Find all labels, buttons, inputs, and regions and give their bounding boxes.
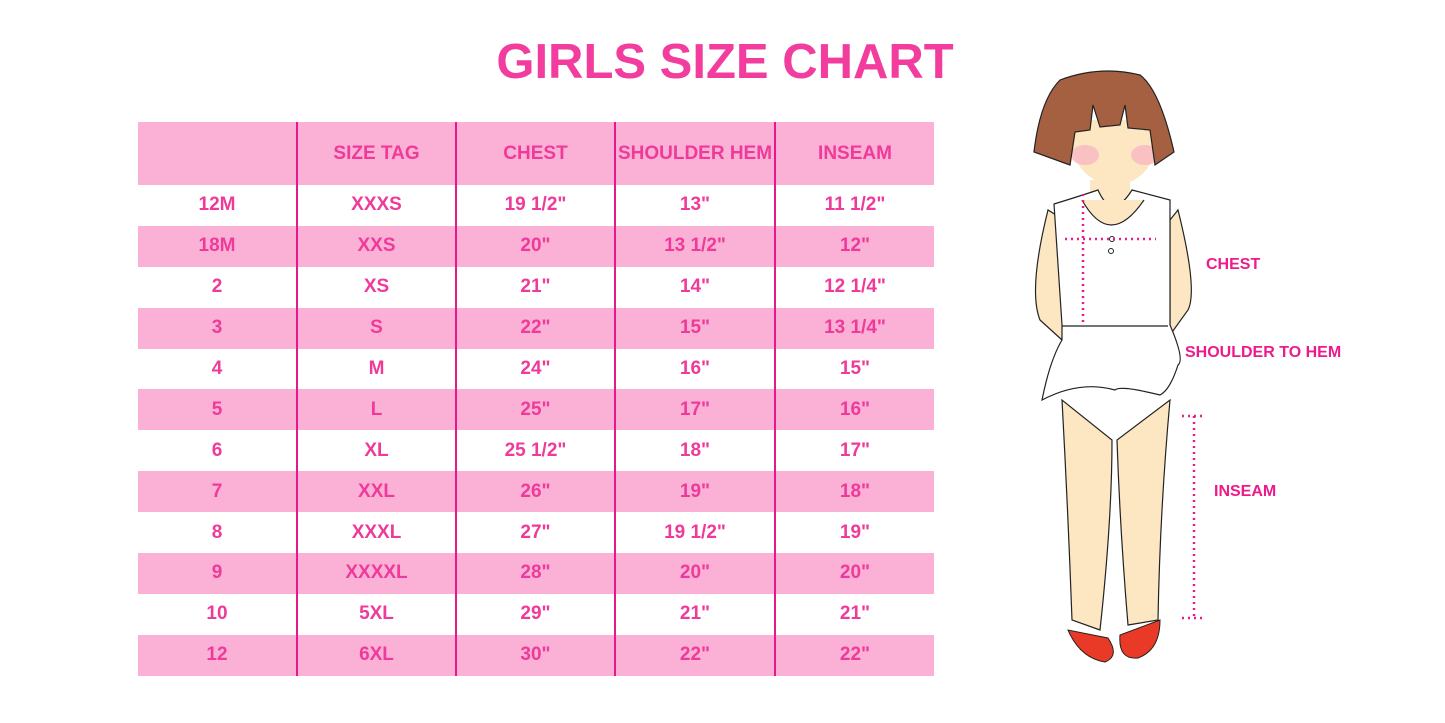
- table-cell: 13 1/2": [614, 225, 775, 267]
- table-cell: 9: [138, 553, 297, 594]
- table-cell: 20": [614, 553, 775, 594]
- table-row: 6 XL 25 1/2" 18" 17": [138, 430, 934, 472]
- table-cell: XXL: [296, 471, 456, 513]
- table-cell: 6: [211, 439, 223, 461]
- table-cell: 4: [211, 358, 223, 379]
- table-cell: 5: [138, 389, 297, 431]
- table-cell: 8: [211, 521, 223, 543]
- column-header: SIZE TAG: [296, 122, 456, 185]
- table-row: 7 XXL 26" 19" 18": [138, 471, 934, 513]
- table-cell: 13 1/4": [774, 307, 934, 349]
- table-cell: 16": [774, 389, 934, 431]
- table-cell: 7: [138, 471, 297, 513]
- table-cell: 29": [455, 593, 615, 635]
- table-cell: 22": [455, 307, 615, 349]
- table-cell: 28": [455, 553, 615, 594]
- table-header-row: SIZE TAG CHEST SHOULDER HEM INSEAM: [138, 122, 934, 185]
- table-cell: 24": [455, 348, 615, 390]
- table-cell: S: [296, 307, 456, 349]
- girl-measurement-illustration: [1033, 70, 1202, 663]
- table-cell: 19": [774, 512, 934, 554]
- table-cell: 5XL: [296, 593, 456, 635]
- table-cell: 21": [614, 593, 775, 635]
- table-cell: 20": [774, 553, 934, 594]
- table-cell: 12M: [198, 194, 236, 216]
- table-row: 5 L 25" 17" 16": [138, 389, 934, 431]
- table-cell: 19 1/2": [614, 512, 775, 554]
- table-cell: 18": [774, 471, 934, 513]
- table-cell: 26": [455, 471, 615, 513]
- table-cell: 12: [138, 634, 297, 676]
- table-row: 12 6XL 30" 22" 22": [138, 634, 934, 676]
- column-header: CHEST: [455, 122, 615, 185]
- chest-label: CHEST: [1206, 256, 1261, 273]
- table-cell: 17": [614, 389, 775, 431]
- table-cell: 10: [206, 603, 228, 625]
- table-row: 4 M 24" 16" 15": [138, 348, 934, 390]
- page-title: GIRLS SIZE CHART: [496, 35, 954, 89]
- table-row: 8 XXXL 27" 19 1/2" 19": [138, 512, 934, 554]
- table-cell: XXXS: [296, 185, 456, 226]
- table-cell: XXXL: [296, 512, 456, 554]
- table-cell: XL: [296, 430, 456, 472]
- table-cell: 18": [614, 430, 775, 472]
- table-cell: 16": [614, 348, 775, 390]
- table-cell: L: [296, 389, 456, 431]
- table-cell: 15": [774, 348, 934, 390]
- table-cell: 14": [614, 266, 775, 308]
- table-cell: 6XL: [296, 634, 456, 676]
- table-cell: 21": [774, 593, 934, 635]
- column-header: [138, 122, 297, 185]
- table-cell: 27": [455, 512, 615, 554]
- table-cell: 2: [211, 276, 223, 298]
- table-cell: XXS: [296, 225, 456, 267]
- table-cell: XXXXL: [296, 553, 456, 594]
- table-cell: 13": [614, 185, 775, 226]
- column-header: SHOULDER HEM: [614, 122, 775, 185]
- table-cell: 21": [455, 266, 615, 308]
- table-cell: XS: [296, 266, 456, 308]
- table-cell: 18M: [138, 225, 297, 267]
- table-cell: 12": [774, 225, 934, 267]
- shoulder-to-hem-label: SHOULDER TO HEM: [1185, 344, 1342, 361]
- table-cell: 3: [138, 307, 297, 349]
- table-cell: 25": [455, 389, 615, 431]
- table-cell: 20": [455, 225, 615, 267]
- table-row: 18M XXS 20" 13 1/2" 12": [138, 225, 934, 267]
- table-cell: 22": [614, 634, 775, 676]
- table-row: 12M XXXS 19 1/2" 13" 11 1/2": [138, 185, 934, 226]
- table-cell: 30": [455, 634, 615, 676]
- table-row: 10 5XL 29" 21" 21": [138, 593, 934, 635]
- table-cell: 17": [774, 430, 934, 472]
- table-cell: 11 1/2": [774, 185, 934, 226]
- table-cell: 19 1/2": [455, 185, 615, 226]
- table-cell: 12 1/4": [774, 266, 934, 308]
- size-chart-table: SIZE TAG CHEST SHOULDER HEM INSEAM 12M XXXS 1…: [138, 122, 934, 676]
- inseam-label: INSEAM: [1214, 483, 1277, 500]
- table-cell: 22": [774, 634, 934, 676]
- table-cell: 19": [614, 471, 775, 513]
- table-cell: M: [296, 348, 456, 390]
- table-row: 3 S 22" 15" 13 1/4": [138, 307, 934, 349]
- table-cell: 15": [614, 307, 775, 349]
- table-row: 9 XXXXL 28" 20" 20": [138, 553, 934, 594]
- table-cell: 25 1/2": [455, 430, 615, 472]
- table-row: 2 XS 21" 14" 12 1/4": [138, 266, 934, 308]
- column-header: INSEAM: [774, 122, 934, 185]
